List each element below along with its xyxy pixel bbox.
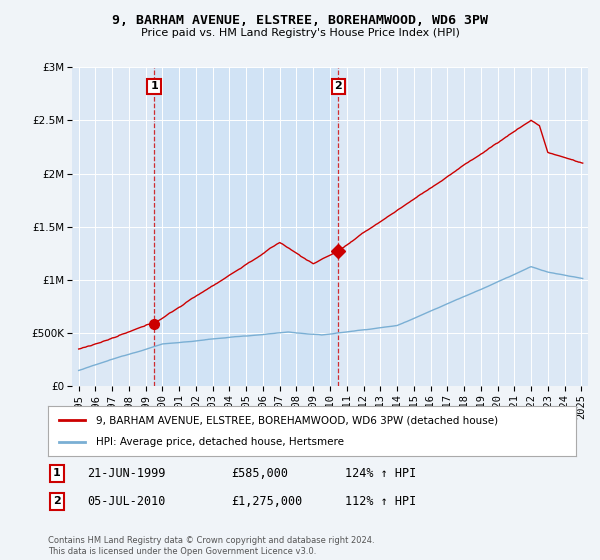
Text: HPI: Average price, detached house, Hertsmere: HPI: Average price, detached house, Hert… <box>95 437 344 447</box>
Text: 21-JUN-1999: 21-JUN-1999 <box>87 466 166 480</box>
Text: 9, BARHAM AVENUE, ELSTREE, BOREHAMWOOD, WD6 3PW: 9, BARHAM AVENUE, ELSTREE, BOREHAMWOOD, … <box>112 14 488 27</box>
Text: Price paid vs. HM Land Registry's House Price Index (HPI): Price paid vs. HM Land Registry's House … <box>140 28 460 38</box>
Text: 1: 1 <box>53 468 61 478</box>
Text: 9, BARHAM AVENUE, ELSTREE, BOREHAMWOOD, WD6 3PW (detached house): 9, BARHAM AVENUE, ELSTREE, BOREHAMWOOD, … <box>95 415 497 425</box>
Text: 112% ↑ HPI: 112% ↑ HPI <box>345 494 416 508</box>
Bar <box>154 67 338 386</box>
Text: 2: 2 <box>335 81 342 91</box>
Text: £585,000: £585,000 <box>231 466 288 480</box>
Text: 1: 1 <box>150 81 158 91</box>
Text: £1,275,000: £1,275,000 <box>231 494 302 508</box>
Text: Contains HM Land Registry data © Crown copyright and database right 2024.
This d: Contains HM Land Registry data © Crown c… <box>48 536 374 556</box>
Text: 124% ↑ HPI: 124% ↑ HPI <box>345 466 416 480</box>
Text: 2: 2 <box>53 496 61 506</box>
Text: 05-JUL-2010: 05-JUL-2010 <box>87 494 166 508</box>
